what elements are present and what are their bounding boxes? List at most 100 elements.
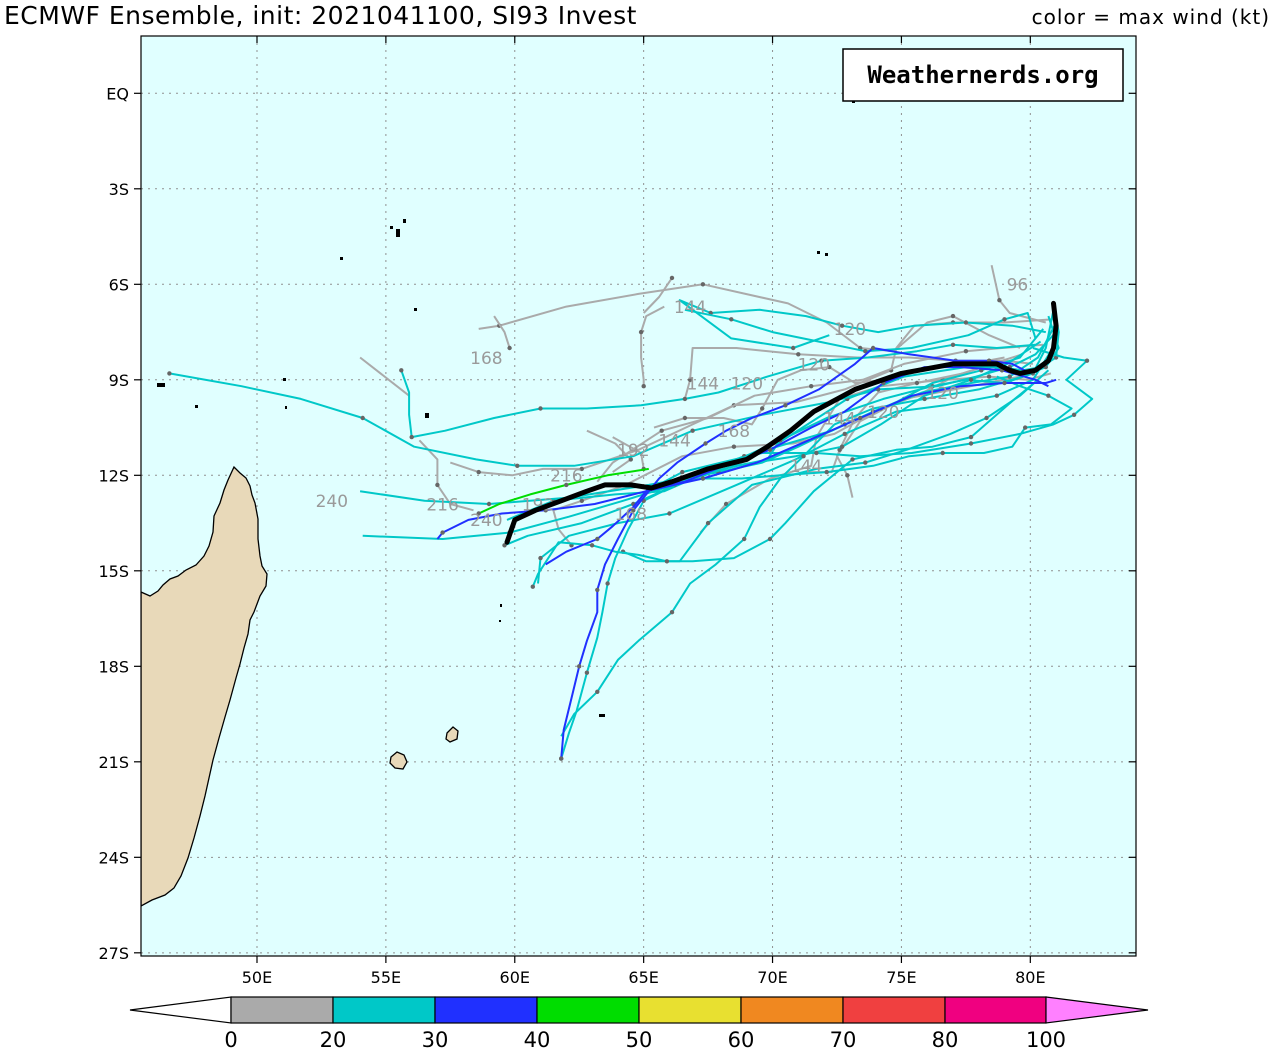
y-tick-label: 27S <box>98 944 129 963</box>
x-tick-label: 60E <box>500 968 530 987</box>
track-point-marker <box>595 689 600 694</box>
forecast-hour-label: 120 <box>867 403 899 423</box>
track-point-marker <box>669 610 675 615</box>
x-tick-label: 55E <box>371 968 401 987</box>
track-point-marker <box>827 364 832 370</box>
track-point-marker <box>409 434 414 440</box>
plot-frame <box>140 35 1137 957</box>
track-point-marker <box>667 511 672 516</box>
track-point-marker <box>595 587 600 593</box>
track-point-marker <box>997 298 1002 303</box>
y-tick-label: EQ <box>106 84 129 103</box>
track-point-marker <box>994 393 999 398</box>
forecast-hour-label: 144 <box>658 432 690 452</box>
track-point-marker <box>579 466 584 472</box>
small-islands <box>157 100 855 717</box>
track-point-marker <box>167 371 172 376</box>
track-point-marker <box>538 555 543 561</box>
color-note: color = max wind (kt) <box>1031 5 1270 29</box>
ensemble-tracks-blue <box>436 345 1057 761</box>
member-track-cyan <box>645 347 1094 493</box>
colorbar-segment <box>536 996 640 1024</box>
y-tick-label: 21S <box>98 753 129 772</box>
chart-title: ECMWF Ensemble, init: 2021041100, SI93 I… <box>4 1 637 30</box>
colorbar-label: 40 <box>524 1028 551 1052</box>
track-point-marker <box>507 345 512 351</box>
colorbar-segment <box>842 996 946 1024</box>
track-point-marker <box>791 345 796 351</box>
colorbar-label: 70 <box>830 1028 857 1052</box>
track-point-marker <box>760 406 765 411</box>
forecast-hour-label: 240 <box>470 511 502 531</box>
track-point-marker <box>564 482 569 488</box>
colorbar-segment <box>638 996 742 1024</box>
member-track-gray <box>493 315 511 349</box>
track-point-marker <box>669 275 675 281</box>
track-point-marker <box>595 536 600 542</box>
track-point-marker <box>968 434 974 440</box>
track-point-marker <box>809 384 814 389</box>
track-point-marker <box>940 450 945 456</box>
track-point-marker <box>638 329 644 335</box>
y-tick-label: 18S <box>98 657 129 676</box>
y-tick-label: 3S <box>109 180 129 199</box>
colorbar-segment <box>944 996 1047 1024</box>
member-track-cyan <box>664 375 1073 486</box>
x-tick-label: 50E <box>242 968 272 987</box>
forecast-hour-label: 168 <box>470 349 502 369</box>
forecast-hour-label: 168 <box>718 422 750 442</box>
colorbar-label: 30 <box>422 1028 449 1052</box>
member-track-cyan <box>362 340 1042 540</box>
track-point-marker <box>863 349 868 354</box>
track-point-marker <box>845 473 850 478</box>
track-point-marker <box>360 415 365 421</box>
madagascar-landmass <box>141 465 268 907</box>
track-point-marker <box>700 282 706 287</box>
y-tick-label: 9S <box>109 371 129 390</box>
wind-colorbar: 0 20 30 40 50 60 70 80 100 <box>129 996 1149 1052</box>
colorbar-label: 100 <box>1026 1028 1066 1052</box>
member-track-cyan <box>560 322 1057 759</box>
track-point-marker <box>530 584 535 589</box>
x-tick-label: 70E <box>757 968 787 987</box>
track-point-marker <box>863 460 868 465</box>
member-track-gray <box>640 305 665 387</box>
track-point-marker <box>842 431 847 437</box>
track-point-marker <box>538 406 543 411</box>
forecast-hour-label: 120 <box>798 355 830 375</box>
la-reunion-island <box>389 751 408 770</box>
colorbar-low-arrow <box>129 996 232 1024</box>
track-point-marker <box>1007 374 1012 379</box>
ensemble-tracks-green <box>476 467 649 516</box>
member-track-blue <box>560 347 1031 759</box>
forecast-hour-label: 168 <box>615 505 647 525</box>
forecast-hour-label: 216 <box>426 495 458 515</box>
track-point-marker <box>1084 358 1090 363</box>
colorbar-segment <box>434 996 538 1024</box>
track-point-marker <box>476 511 481 516</box>
mauritius-island <box>445 726 459 743</box>
colorbar-segment <box>230 996 334 1024</box>
track-point-marker <box>814 450 819 456</box>
member-track-cyan <box>531 379 1039 588</box>
track-point-marker <box>742 536 747 542</box>
track-point-marker <box>914 380 920 386</box>
forecast-hour-label: 216 <box>550 467 582 487</box>
colorbar-label: 50 <box>626 1028 653 1052</box>
track-point-marker <box>440 530 445 535</box>
member-track-blue <box>436 378 1057 540</box>
track-point-marker <box>659 428 664 433</box>
colorbar-label: 20 <box>320 1028 347 1052</box>
track-point-marker <box>1071 412 1077 417</box>
track-point-marker <box>605 581 610 586</box>
track-point-marker <box>559 756 564 761</box>
track-point-marker <box>950 342 956 347</box>
track-point-marker <box>1046 393 1051 398</box>
track-point-marker <box>801 454 806 459</box>
watermark-box: Weathernerds.org <box>842 48 1124 102</box>
track-point-marker <box>515 463 520 468</box>
gridlines <box>141 36 1136 956</box>
track-point-marker <box>476 469 481 475</box>
track-point-marker <box>700 476 706 481</box>
